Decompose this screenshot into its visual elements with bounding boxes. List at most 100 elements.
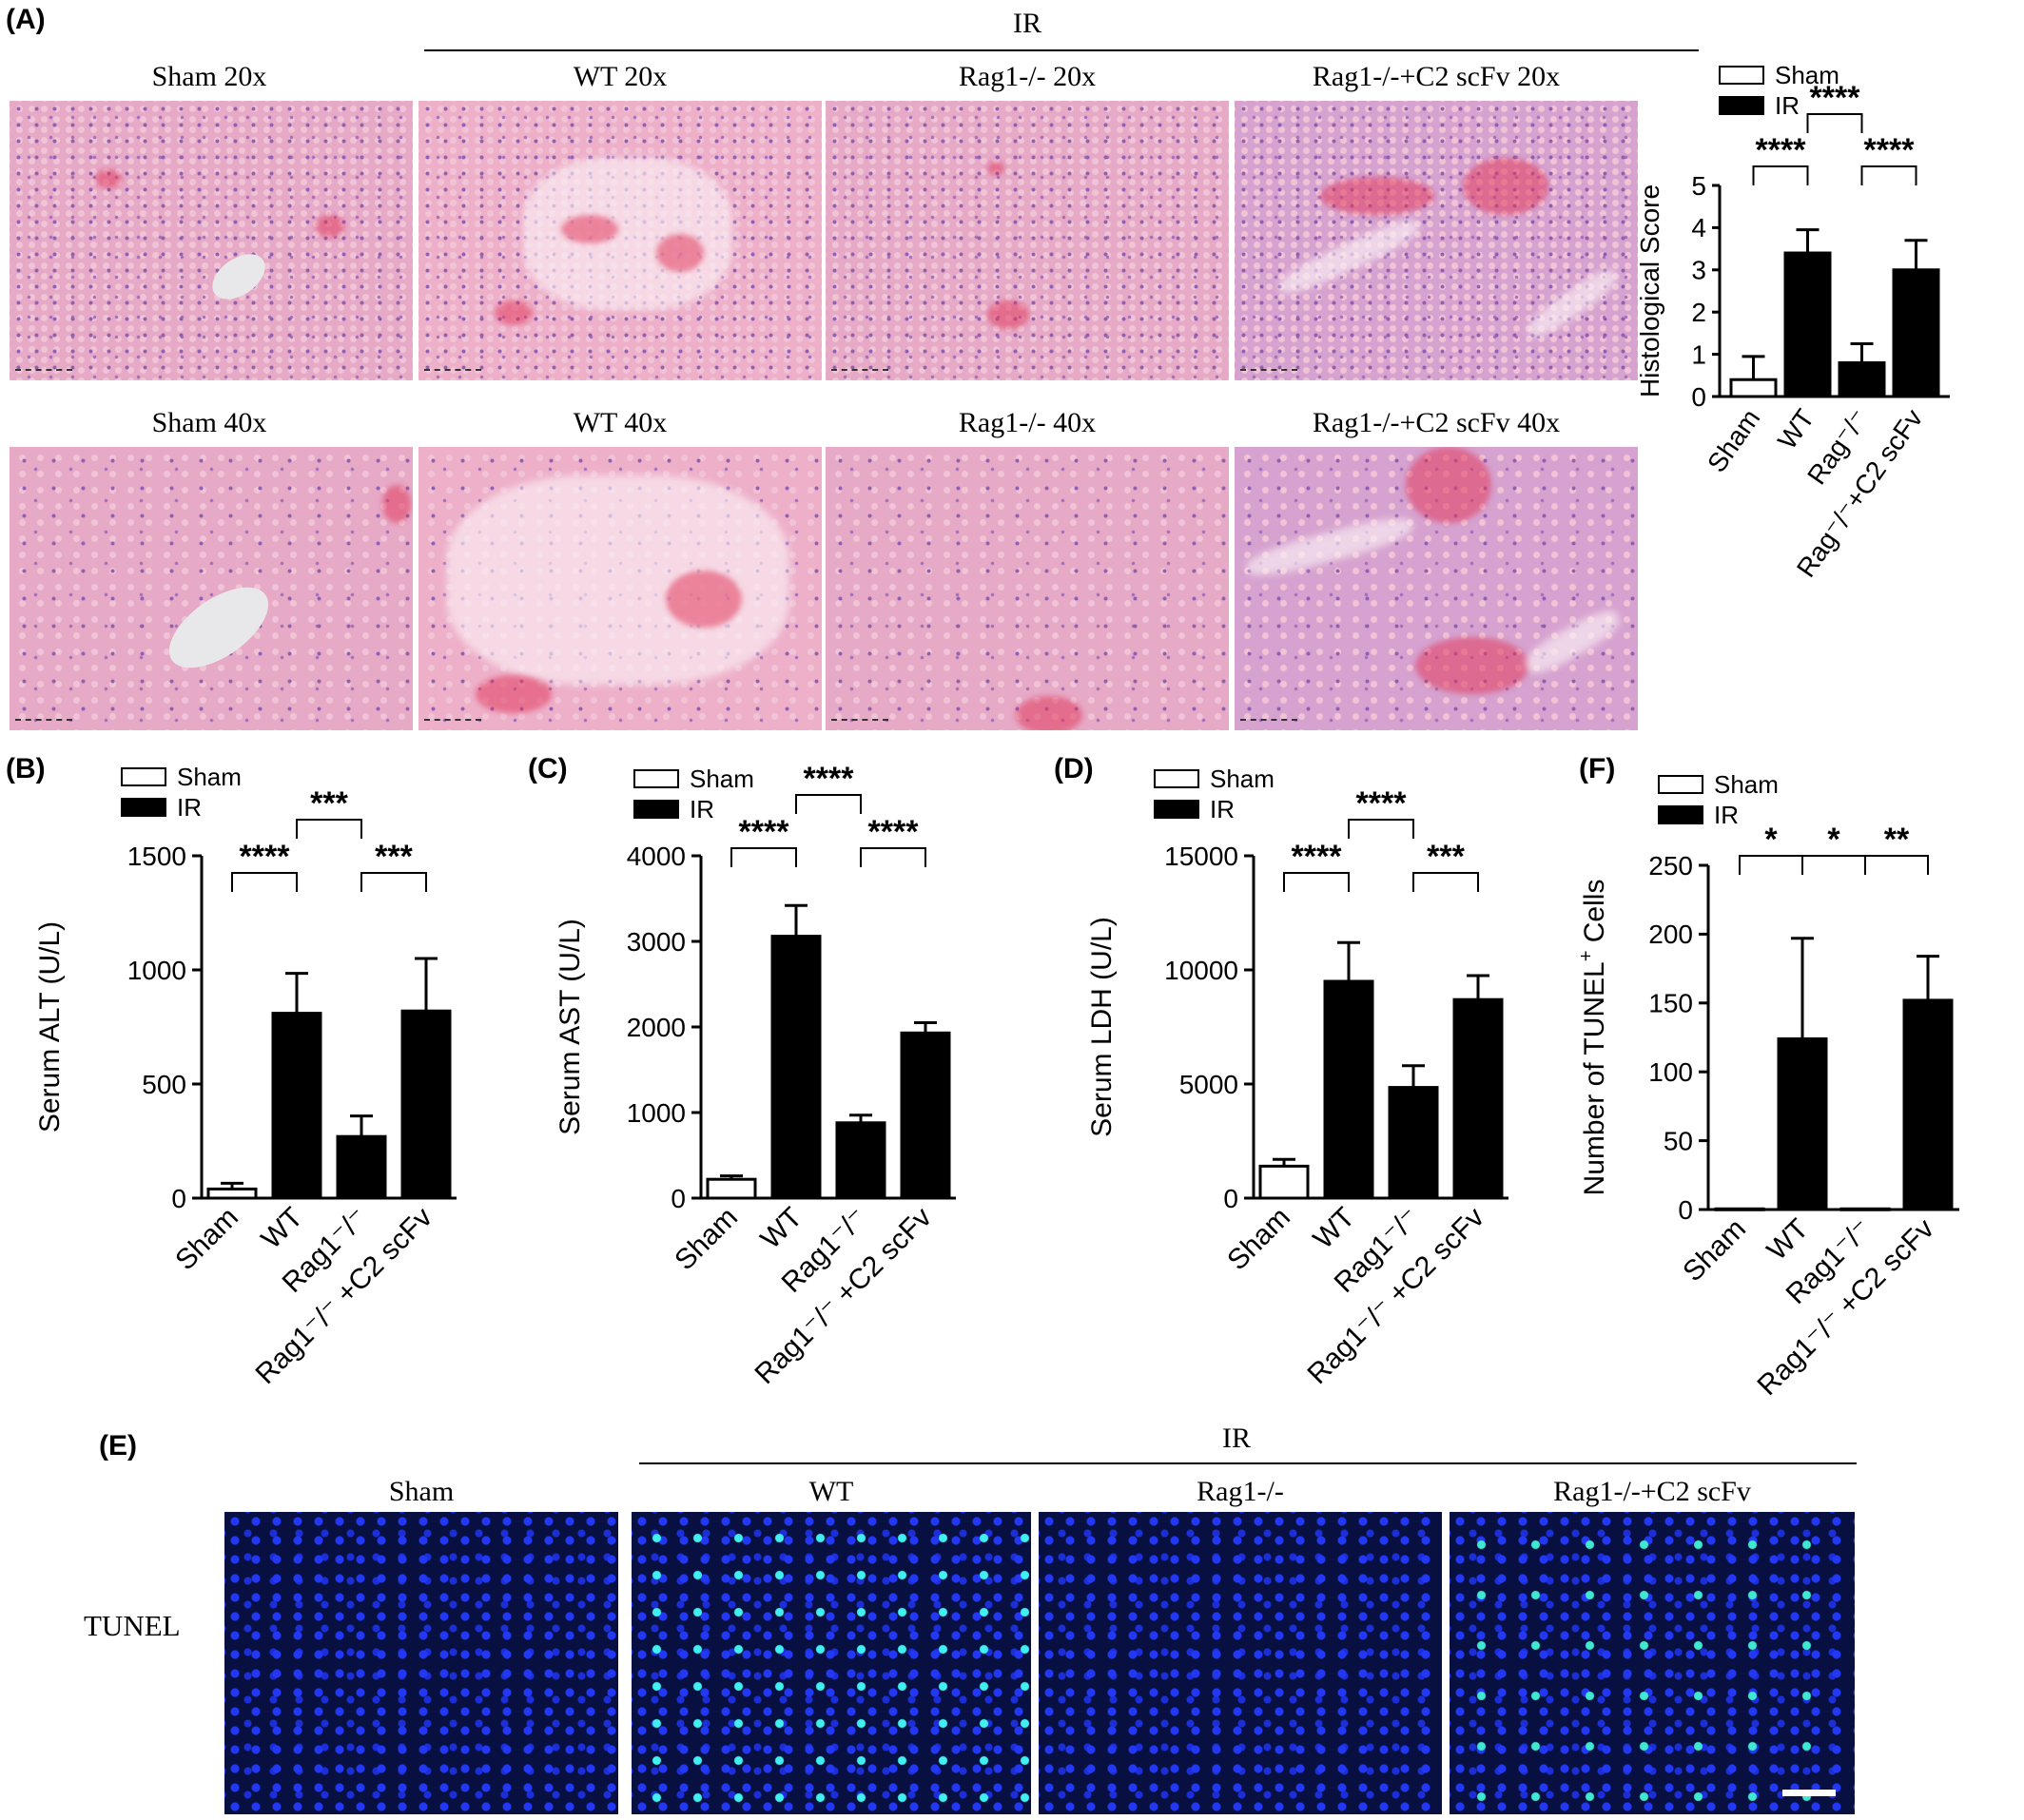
he-image-wt-40x: [418, 447, 822, 730]
legend-swatch: [121, 798, 166, 817]
bar: [1783, 251, 1832, 398]
significance-label: ****: [1292, 839, 1343, 875]
significance-label: ***: [1427, 839, 1465, 875]
micro-title: Rag1-/-+C2 scFv 20x: [1312, 61, 1561, 92]
significance-bracket: [1348, 819, 1414, 839]
legend-swatch: [633, 800, 679, 819]
micro-title: Rag1-/- 20x: [958, 61, 1097, 92]
significance-bracket: [1860, 165, 1917, 185]
y-tick-label: 0: [1691, 382, 1706, 412]
legend-label: IR: [690, 795, 714, 823]
micro-title: WT 40x: [573, 407, 668, 438]
y-axis-label: Serum AST (U/L): [555, 919, 586, 1135]
legend-swatch: [1719, 66, 1764, 85]
tunel-title: WT: [808, 1476, 854, 1507]
y-tick-label: 3000: [627, 927, 686, 957]
bar: [1729, 378, 1778, 398]
y-tick-label: 5000: [1179, 1070, 1238, 1099]
bar: [1777, 1036, 1828, 1211]
significance-bracket: [296, 819, 362, 839]
bar: [770, 935, 822, 1200]
bar: [336, 1134, 387, 1200]
scale-bar: [1782, 1790, 1836, 1796]
tunel-image-rag1-c2: [1450, 1512, 1855, 1814]
bar: [900, 1031, 951, 1200]
significance-bracket: [1806, 113, 1863, 133]
significance-label: ****: [1356, 785, 1408, 822]
x-category-label: WT: [755, 1202, 808, 1255]
legend-label: Sham: [1714, 770, 1779, 799]
legend-label: Sham: [690, 765, 754, 793]
panel-label-f: (F): [1579, 753, 1616, 784]
x-category-label: WT: [256, 1202, 309, 1255]
panel-label-d: (D): [1054, 753, 1094, 784]
tunel-cells-chart: 0 50 100 150 200 250 Number of TUNEL+ Cells Sha…: [1576, 770, 1959, 1402]
bar: [1902, 998, 1954, 1211]
significance-label: *: [1764, 822, 1778, 858]
y-tick-label: 150: [1648, 989, 1693, 1018]
significance-bracket: [795, 794, 862, 814]
tunel-title: Rag1-/-+C2 scFv: [1553, 1476, 1751, 1507]
significance-label: ****: [1864, 132, 1916, 168]
bar: [1839, 1207, 1891, 1211]
legend-swatch: [1658, 805, 1703, 824]
legend-label: IR: [177, 793, 202, 822]
significance-bracket: [1283, 872, 1350, 892]
legend-swatch: [1658, 775, 1703, 794]
he-image-wt-20x: [418, 101, 822, 380]
micro-title: Sham 20x: [151, 61, 267, 92]
significance-label: **: [1884, 822, 1910, 858]
y-tick-label: 500: [142, 1070, 186, 1099]
legend-label: IR: [1714, 801, 1739, 829]
significance-bracket: [360, 872, 427, 892]
ir-line-a: [424, 49, 1699, 51]
tunel-title: Sham: [388, 1476, 455, 1507]
y-tick-label: 4000: [627, 842, 686, 871]
he-image-sham-40x: [10, 447, 413, 730]
y-tick-label: 1: [1691, 339, 1706, 369]
y-tick-label: 15000: [1164, 842, 1238, 871]
micro-title: Rag1-/-+C2 scFv 40x: [1312, 407, 1561, 438]
y-axis-label: Histological Score: [1636, 184, 1664, 397]
bar: [1892, 268, 1940, 398]
legend-label: Sham: [177, 763, 242, 791]
bar: [1452, 997, 1504, 1200]
micro-title: WT 20x: [573, 61, 668, 92]
significance-bracket: [860, 847, 926, 867]
significance-bracket: [1412, 872, 1479, 892]
x-category-label: WT: [1761, 1213, 1815, 1267]
significance-label: *: [1827, 822, 1840, 858]
significance-label: ****: [804, 761, 855, 797]
tunel-image-wt: [632, 1512, 1031, 1814]
legend-label: IR: [1210, 795, 1235, 823]
y-axis-label: Serum ALT (U/L): [34, 921, 66, 1133]
he-image-rag1-20x: [826, 101, 1229, 380]
y-tick-label: 2: [1691, 298, 1706, 327]
bar: [1323, 979, 1374, 1200]
he-image-rag1-c2-40x: [1235, 447, 1638, 730]
legend-swatch: [1719, 96, 1764, 115]
significance-label: ****: [739, 814, 790, 850]
y-tick-label: 1000: [627, 1098, 686, 1128]
panel-label-c: (C): [528, 753, 568, 784]
bar: [835, 1121, 886, 1200]
y-axis-label: Serum LDH (U/L): [1086, 917, 1118, 1137]
y-tick-label: 3: [1691, 256, 1706, 285]
tunel-title: Rag1-/-: [1197, 1476, 1284, 1507]
micro-title: Sham 40x: [151, 407, 267, 438]
y-tick-label: 5: [1691, 171, 1706, 201]
ir-label-a: IR: [1013, 8, 1041, 39]
significance-label: ****: [868, 814, 920, 850]
ir-line-e: [639, 1462, 1857, 1464]
y-tick-label: 1500: [127, 842, 186, 871]
tunel-row-label: TUNEL: [84, 1609, 181, 1642]
ir-label-e: IR: [1222, 1423, 1251, 1454]
y-tick-label: 0: [1678, 1195, 1693, 1225]
panel-label-e: (E): [99, 1430, 137, 1462]
bar: [1388, 1086, 1439, 1200]
y-tick-label: 100: [1648, 1057, 1693, 1087]
